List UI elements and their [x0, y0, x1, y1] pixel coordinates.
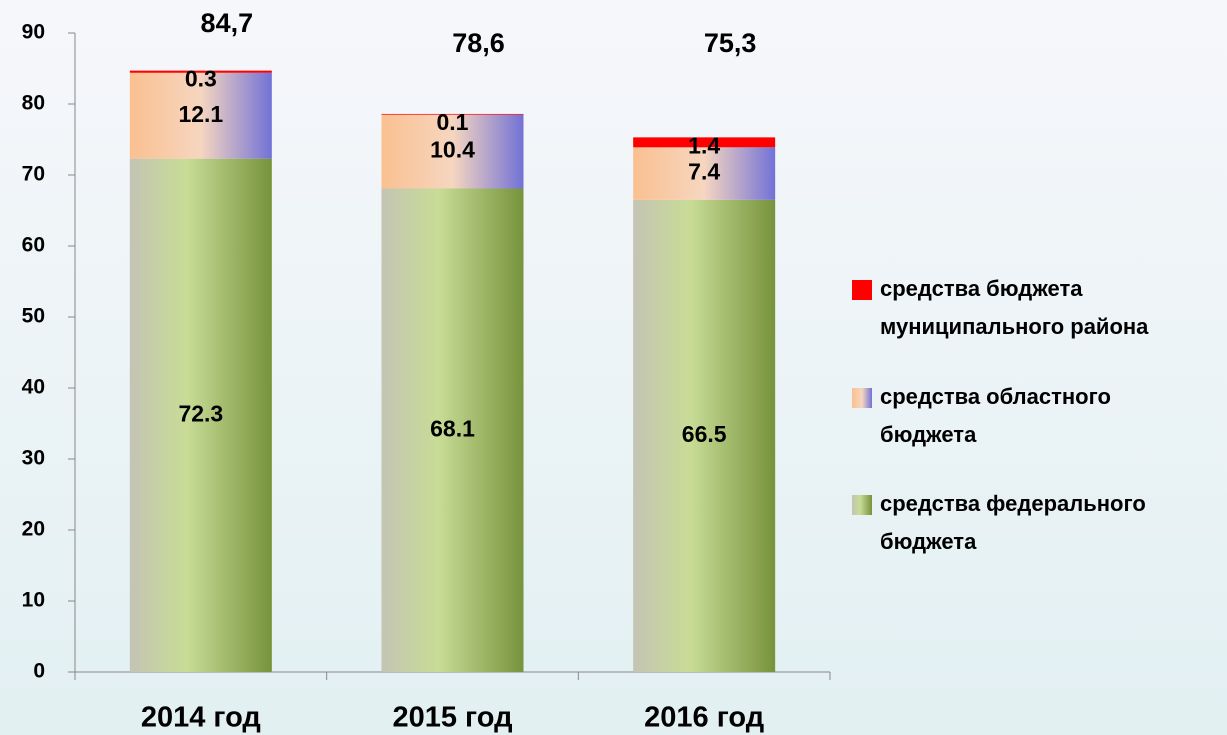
- y-tick-label: 80: [22, 92, 45, 115]
- bar-segment: [129, 70, 272, 73]
- bar-segment: [129, 72, 272, 159]
- value-label: 68.1: [430, 415, 475, 441]
- x-tick-label: 2016 год: [644, 702, 764, 734]
- bar-segment: [129, 158, 272, 673]
- y-tick-label: 90: [22, 21, 45, 44]
- y-tick-label: 10: [22, 589, 45, 612]
- y-tick-label: 50: [22, 305, 45, 328]
- y-tick-label: 60: [22, 234, 45, 257]
- value-label: 12.1: [178, 101, 223, 127]
- bar-segment: [633, 137, 776, 148]
- value-label: 10.4: [430, 137, 475, 163]
- legend-label: средства бюджета муниципального района: [880, 276, 1149, 339]
- y-tick-label: 20: [22, 518, 45, 541]
- legend-label: средства федерального бюджета: [880, 491, 1146, 554]
- bar-segment: [381, 114, 524, 189]
- legend-swatch: [852, 280, 872, 300]
- value-label: 1.4: [688, 132, 720, 158]
- bar-segment: [633, 147, 776, 200]
- legend-label: средства областного бюджета: [880, 384, 1111, 447]
- value-label: 0.1: [437, 109, 469, 135]
- legend-swatch: [852, 388, 872, 408]
- bar-segment: [633, 199, 776, 672]
- bar-segment: [381, 188, 524, 673]
- value-label: 72.3: [178, 400, 223, 426]
- legend-swatch: [852, 495, 872, 515]
- y-tick-label: 30: [22, 447, 45, 470]
- value-label: 0.3: [185, 66, 217, 92]
- value-label: 7.4: [688, 159, 720, 185]
- value-label: 66.5: [682, 421, 727, 447]
- total-label: 78,6: [452, 28, 505, 58]
- bar-segment: [381, 113, 524, 115]
- total-label: 75,3: [704, 28, 757, 58]
- total-label: 84,7: [201, 8, 254, 38]
- y-tick-label: 70: [22, 163, 45, 186]
- y-tick-label: 40: [22, 376, 45, 399]
- x-tick-label: 2014 год: [141, 702, 261, 734]
- y-tick-label: 0: [33, 660, 45, 683]
- x-tick-label: 2015 год: [392, 702, 512, 734]
